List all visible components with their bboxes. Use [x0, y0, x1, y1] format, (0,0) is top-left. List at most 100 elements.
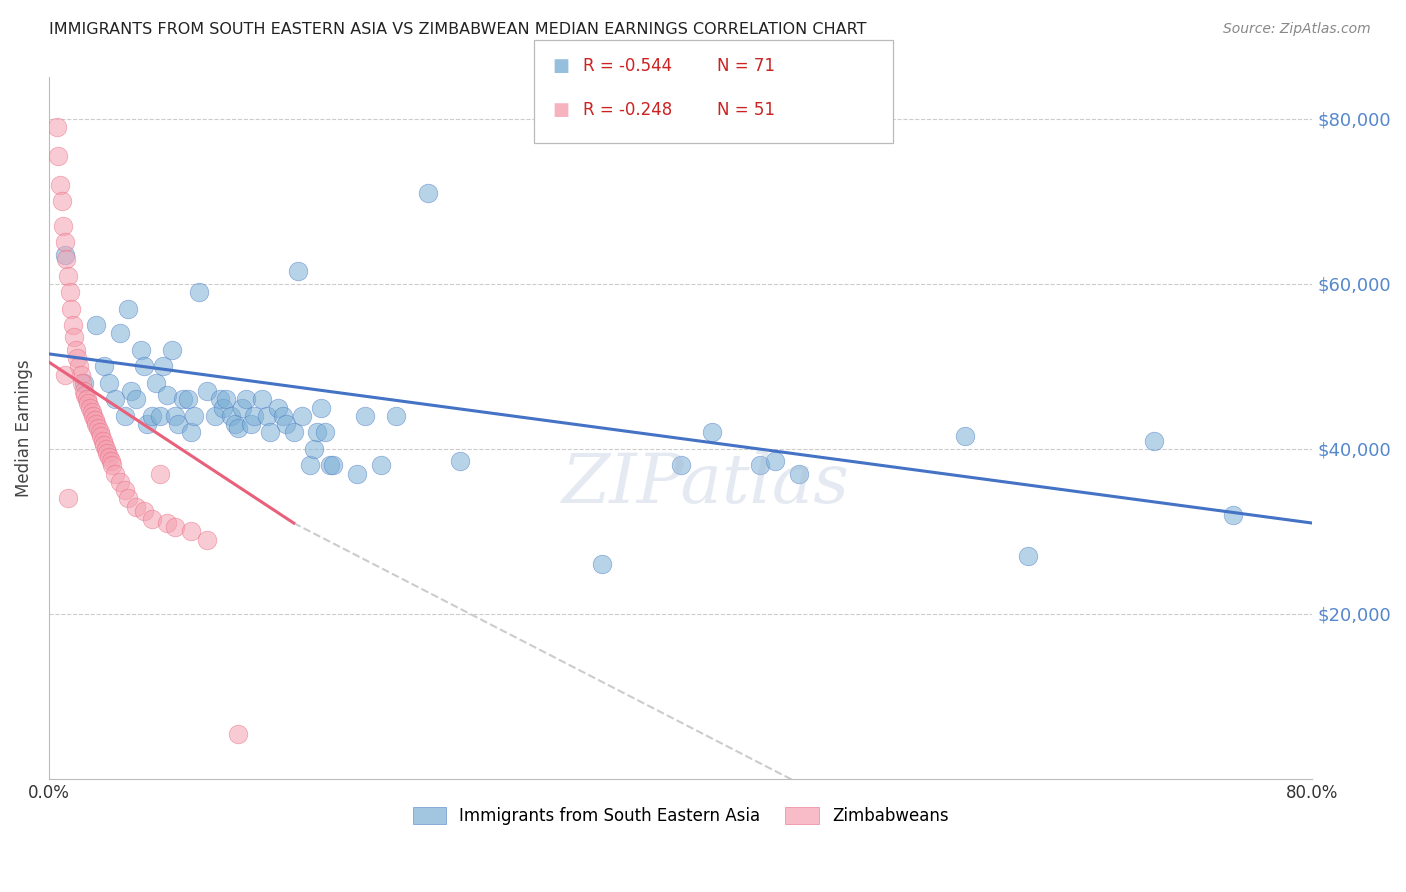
Point	[86, 417, 108, 431]
Point	[53, 235, 76, 250]
Point	[259, 425, 281, 440]
Point	[787, 467, 810, 481]
Point	[156, 388, 179, 402]
Point	[224, 417, 246, 431]
Point	[165, 520, 187, 534]
Text: ZIPatlas: ZIPatlas	[562, 450, 849, 517]
Point	[135, 417, 157, 431]
Point	[82, 409, 104, 423]
Point	[104, 392, 127, 407]
Point	[125, 392, 148, 407]
Point	[83, 413, 105, 427]
Point	[188, 285, 211, 299]
Point	[160, 343, 183, 357]
Point	[65, 343, 87, 357]
Point	[1222, 508, 1244, 522]
Point	[117, 301, 139, 316]
Point	[228, 421, 250, 435]
Point	[208, 392, 231, 407]
Point	[96, 446, 118, 460]
Point	[132, 504, 155, 518]
Point	[114, 483, 136, 497]
Point	[385, 409, 408, 423]
Point	[75, 388, 97, 402]
Point	[180, 524, 202, 539]
Point	[702, 425, 724, 440]
Text: R = -0.248: R = -0.248	[583, 102, 672, 120]
Text: Source: ZipAtlas.com: Source: ZipAtlas.com	[1223, 22, 1371, 37]
Point	[129, 343, 152, 357]
Point	[108, 475, 131, 489]
Point	[101, 458, 124, 473]
Point	[104, 467, 127, 481]
Point	[449, 454, 471, 468]
Point	[94, 442, 117, 456]
Point	[77, 396, 100, 410]
Point	[322, 458, 344, 473]
Point	[180, 425, 202, 440]
Point	[91, 434, 114, 448]
Point	[66, 351, 89, 365]
Point	[219, 409, 242, 423]
Text: ■: ■	[553, 102, 569, 120]
Point	[256, 409, 278, 423]
Point	[55, 252, 77, 266]
Point	[156, 516, 179, 530]
Point	[304, 442, 326, 456]
Point	[287, 264, 309, 278]
Point	[298, 458, 321, 473]
Point	[120, 384, 142, 398]
Point	[243, 409, 266, 423]
Point	[58, 285, 80, 299]
Point	[145, 376, 167, 390]
Text: IMMIGRANTS FROM SOUTH EASTERN ASIA VS ZIMBABWEAN MEDIAN EARNINGS CORRELATION CHA: IMMIGRANTS FROM SOUTH EASTERN ASIA VS ZI…	[49, 22, 866, 37]
Point	[80, 405, 103, 419]
Point	[89, 425, 111, 440]
Point	[87, 421, 110, 435]
Point	[56, 491, 79, 506]
Point	[90, 429, 112, 443]
Point	[152, 359, 174, 374]
Point	[291, 409, 314, 423]
Point	[250, 392, 273, 407]
Text: R = -0.544: R = -0.544	[583, 57, 672, 75]
Point	[51, 194, 73, 209]
Point	[45, 120, 67, 134]
Text: N = 71: N = 71	[717, 57, 775, 75]
Point	[86, 318, 108, 332]
Point	[70, 376, 93, 390]
Point	[283, 425, 305, 440]
Point	[307, 425, 329, 440]
Point	[314, 425, 336, 440]
Point	[240, 417, 263, 431]
Point	[228, 726, 250, 740]
Point	[309, 401, 332, 415]
Point	[204, 409, 226, 423]
Point	[67, 359, 90, 374]
Point	[60, 301, 83, 316]
Point	[267, 401, 290, 415]
Point	[416, 186, 439, 200]
Point	[98, 450, 121, 464]
Point	[79, 401, 101, 415]
Point	[73, 384, 96, 398]
Point	[274, 417, 297, 431]
Point	[1143, 434, 1166, 448]
Point	[148, 409, 170, 423]
Point	[114, 409, 136, 423]
Point	[132, 359, 155, 374]
Point	[177, 392, 200, 407]
Point	[53, 368, 76, 382]
Point	[165, 409, 187, 423]
Point	[73, 376, 96, 390]
Point	[215, 392, 238, 407]
Point	[748, 458, 770, 473]
Point	[370, 458, 392, 473]
Point	[93, 359, 115, 374]
Point	[76, 392, 98, 407]
Point	[98, 376, 121, 390]
Point	[53, 248, 76, 262]
Point	[195, 384, 218, 398]
Point	[765, 454, 787, 468]
Point	[319, 458, 342, 473]
